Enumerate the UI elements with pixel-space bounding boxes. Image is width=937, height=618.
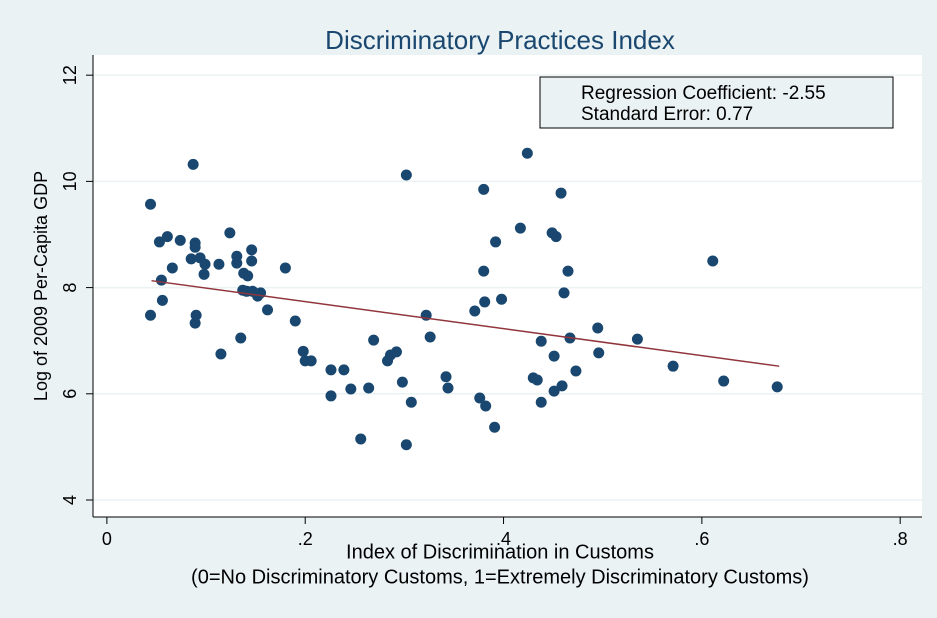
y-axis-title: Log of 2009 Per-Capita GDP [31,171,51,401]
point [496,293,508,305]
point [305,355,317,367]
point [521,147,533,159]
x-tick-label: .6 [694,529,709,549]
point [593,347,605,359]
point [479,296,491,308]
annotation: Regression Coefficient: -2.55 [581,83,826,104]
point [262,304,274,316]
point [535,396,547,408]
point [166,262,178,274]
point [489,421,501,433]
point [531,374,543,386]
point [198,268,210,280]
point [478,183,490,195]
point [548,385,560,397]
point [199,258,211,270]
point [161,231,173,243]
y-tick-label: 12 [60,65,80,85]
point [145,309,157,321]
point [235,332,247,344]
point [550,231,562,243]
point [189,241,201,253]
point [190,309,202,321]
point [224,227,236,239]
x-axis-title: Index of Discrimination in Customs [346,541,654,563]
point [570,365,582,377]
point [490,236,502,248]
point [289,315,301,327]
point [297,345,309,357]
point [242,270,254,282]
point [363,382,375,394]
point [368,334,380,346]
point [231,257,243,269]
point [442,382,454,394]
point [562,265,574,277]
annotation-box [539,76,894,129]
x-tick-label: 0 [102,529,112,549]
y-tick-label: 8 [60,283,80,293]
plot-area [93,55,922,517]
point [325,364,337,376]
point [390,346,402,358]
point [215,348,227,360]
chart-title: Discriminatory Practices Index [325,25,675,55]
point [345,383,357,395]
x-tick-label: .2 [298,529,313,549]
x-tick-label: .8 [893,529,908,549]
point [478,265,490,277]
x-axis-subtitle: (0=No Discriminatory Customs, 1=Extremel… [191,566,809,588]
annotation: Standard Error: 0.77 [581,104,753,125]
point [469,305,481,317]
point [424,331,436,343]
fit-line [151,279,780,367]
point [474,392,486,404]
point [548,350,560,362]
point [555,187,567,199]
point [153,236,165,248]
x-tick-label: .4 [496,529,511,549]
point [556,380,568,392]
point [400,169,412,181]
point [718,375,730,387]
point [592,322,604,334]
point [187,158,199,170]
point [246,244,258,256]
point [338,364,350,376]
y-tick-label: 4 [60,495,80,505]
point [145,198,157,210]
point [440,371,452,383]
point [213,258,225,270]
y-tick-label: 10 [60,171,80,191]
point [189,317,201,329]
point [355,433,367,445]
point [535,335,547,347]
point [155,274,167,286]
point [631,333,643,345]
point [174,234,186,246]
point [405,396,417,408]
point [156,294,168,306]
point [667,360,679,372]
point [279,262,291,274]
point [514,222,526,234]
point [771,381,783,393]
point [396,376,408,388]
point [707,255,719,267]
point [325,390,337,402]
point [558,287,570,299]
point [400,439,412,451]
y-tick-label: 6 [60,389,80,399]
point [185,253,197,265]
point [480,400,492,412]
point [246,255,258,267]
